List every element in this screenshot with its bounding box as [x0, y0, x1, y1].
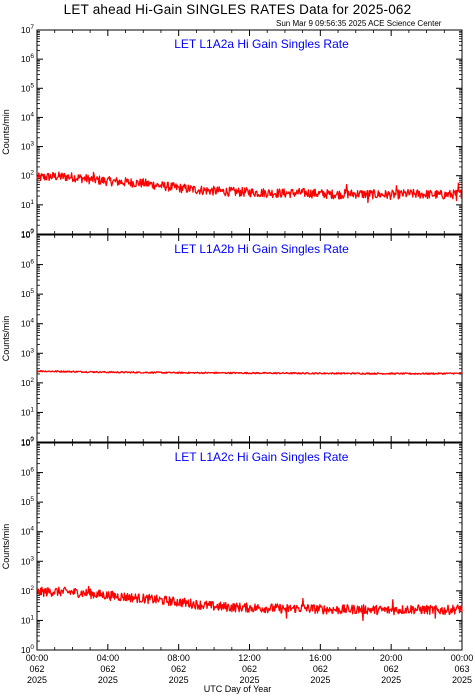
x-tick-label: 16:00: [309, 653, 332, 663]
x-tick-label: 20:00: [380, 653, 403, 663]
plot-frame: [36, 29, 463, 235]
x-tick-label: 08:00: [167, 653, 190, 663]
y-tick-label: 103: [21, 347, 34, 358]
panel-title: LET L1A2a Hi Gain Singles Rate: [174, 37, 349, 51]
panel-title: LET L1A2b Hi Gain Singles Rate: [174, 242, 349, 256]
y-tick-label: 103: [21, 555, 34, 566]
panel-title: LET L1A2c Hi Gain Singles Rate: [175, 450, 349, 464]
y-tick-label: 102: [21, 377, 34, 388]
y-tick-label: 102: [21, 585, 34, 596]
y-tick-label: 104: [21, 111, 34, 122]
plot-frame: [36, 442, 463, 651]
y-tick-label: 106: [21, 259, 34, 270]
y-tick-label: 100: [21, 436, 34, 447]
y-tick-label: 103: [21, 141, 34, 152]
x-axis-label: UTC Day of Year: [203, 684, 272, 694]
y-tick-label: 104: [21, 318, 34, 329]
y-tick-label: 100: [21, 228, 34, 239]
x-tick-label: 2025: [239, 675, 259, 685]
y-tick-label: 104: [21, 526, 34, 537]
y-tick-label: 101: [21, 614, 34, 625]
x-tick-label: 062: [384, 664, 399, 674]
x-tick-label: 00:00: [451, 653, 474, 663]
x-tick-label: 062: [100, 664, 115, 674]
x-tick-label: 2025: [381, 675, 401, 685]
x-tick-label: 2025: [169, 675, 189, 685]
y-axis-label: Counts/min: [1, 316, 11, 362]
y-tick-label: 107: [21, 24, 34, 35]
chart-panel-3: 100 101 102 103 104 105 106 107 Counts/min LET L1…: [1, 437, 463, 655]
y-tick-label: 107: [21, 229, 34, 240]
chart-panel-1: 100 101 102 103 104 105 106 107 Counts/min LET L1…: [1, 24, 463, 239]
x-tick-label: 062: [29, 664, 44, 674]
timestamp: Sun Mar 9 09:56:35 2025 ACE Science Cent…: [276, 19, 442, 28]
y-tick-label: 102: [21, 170, 34, 181]
x-tick-label: 00:00: [26, 653, 49, 663]
y-tick-label: 107: [21, 437, 34, 448]
y-tick-label: 101: [21, 199, 34, 210]
x-tick-label: 2025: [27, 675, 47, 685]
y-tick-label: 105: [21, 82, 34, 93]
data-line: [36, 369, 463, 375]
page-title: LET ahead Hi-Gain SINGLES RATES Data for…: [63, 2, 412, 17]
data-line: [36, 171, 463, 204]
data-line: [36, 585, 463, 622]
x-tick-label: 062: [242, 664, 257, 674]
x-tick-label: 2025: [452, 675, 472, 685]
x-tick-label: 062: [313, 664, 328, 674]
y-tick-label: 101: [21, 406, 34, 417]
y-axis-label: Counts/min: [1, 109, 11, 155]
x-tick-label: 2025: [98, 675, 118, 685]
plot-frame: [36, 234, 463, 443]
y-tick-label: 100: [21, 644, 34, 655]
y-tick-label: 105: [21, 288, 34, 299]
y-tick-label: 105: [21, 496, 34, 507]
x-tick-label: 2025: [310, 675, 330, 685]
chart-panel-2: 100 101 102 103 104 105 106 107 Counts/min LET L1…: [1, 229, 463, 447]
x-tick-label: 04:00: [97, 653, 120, 663]
y-tick-label: 106: [21, 53, 34, 64]
x-tick-label: 063: [454, 664, 469, 674]
x-tick-label: 12:00: [238, 653, 261, 663]
y-axis-label: Counts/min: [1, 524, 11, 570]
y-tick-label: 106: [21, 467, 34, 478]
x-tick-label: 062: [171, 664, 186, 674]
